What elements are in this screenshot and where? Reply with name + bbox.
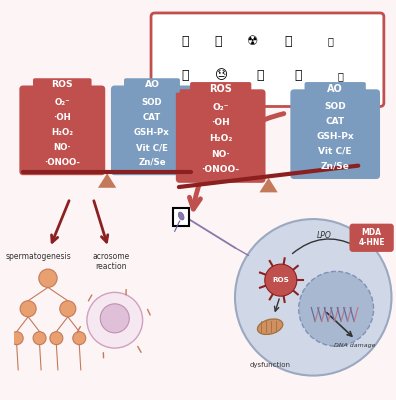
Text: ·ONOO-: ·ONOO- [202,165,240,174]
Text: 🦠: 🦠 [337,71,343,81]
Polygon shape [98,173,116,188]
Circle shape [235,219,392,376]
Text: MDA
4-HNE: MDA 4-HNE [358,228,385,248]
Text: 🧍: 🧍 [256,70,264,82]
Text: SOD: SOD [324,102,346,111]
Text: ROS: ROS [209,84,232,94]
Text: O₂⁻: O₂⁻ [212,103,229,112]
Text: H₂O₂: H₂O₂ [209,134,232,143]
Text: 🦠: 🦠 [294,70,302,82]
Text: GSH-Px: GSH-Px [316,132,354,141]
FancyBboxPatch shape [33,78,91,93]
Text: dysfunction: dysfunction [249,362,291,368]
Text: spermatogenesis: spermatogenesis [6,252,71,260]
FancyBboxPatch shape [190,82,251,96]
Circle shape [20,301,36,317]
Text: ·OH: ·OH [211,118,230,127]
Circle shape [87,292,143,348]
Text: DNA damage: DNA damage [335,343,376,348]
FancyBboxPatch shape [19,86,105,175]
Text: ROS: ROS [272,277,289,283]
Circle shape [265,264,297,296]
Text: ROS: ROS [51,80,73,90]
Circle shape [100,304,129,333]
Text: NO·: NO· [211,150,230,158]
FancyBboxPatch shape [350,224,394,252]
Circle shape [39,269,57,288]
FancyBboxPatch shape [176,89,266,183]
Circle shape [33,332,46,345]
FancyBboxPatch shape [305,82,366,96]
FancyBboxPatch shape [151,13,384,106]
Text: Vit C/E: Vit C/E [136,143,168,152]
Text: ·ONOO-: ·ONOO- [44,158,80,167]
FancyBboxPatch shape [290,89,380,179]
Text: 💊: 💊 [182,70,189,82]
Text: CAT: CAT [326,117,345,126]
Text: 🍺: 🍺 [182,35,189,48]
Circle shape [299,271,373,346]
Circle shape [10,332,23,345]
Polygon shape [259,178,278,192]
Text: acrosome
reaction: acrosome reaction [92,252,129,271]
Text: O₂⁻: O₂⁻ [55,98,70,107]
Ellipse shape [257,319,283,334]
Text: AO: AO [327,84,343,94]
Text: SOD: SOD [142,98,162,107]
Text: Vit C/E: Vit C/E [318,147,352,156]
FancyBboxPatch shape [124,78,180,93]
Text: GSH-Px: GSH-Px [134,128,170,137]
Text: 🏭: 🏭 [327,37,333,47]
Text: ☢: ☢ [247,35,258,48]
Ellipse shape [178,212,184,220]
Text: H₂O₂: H₂O₂ [51,128,73,137]
Circle shape [50,332,63,345]
Text: 😓: 😓 [215,70,228,82]
Text: CAT: CAT [143,113,161,122]
Circle shape [60,301,76,317]
Text: 🚬: 🚬 [214,35,222,48]
Bar [173,208,189,226]
Text: NO·: NO· [53,143,71,152]
Text: 🏭: 🏭 [285,35,292,48]
Text: Zn/Se: Zn/Se [321,162,350,171]
Text: AO: AO [145,80,160,90]
FancyBboxPatch shape [111,86,193,175]
Text: ·OH: ·OH [53,113,71,122]
Text: LPO: LPO [317,231,332,240]
Text: Zn/Se: Zn/Se [138,158,166,167]
Circle shape [73,332,86,345]
